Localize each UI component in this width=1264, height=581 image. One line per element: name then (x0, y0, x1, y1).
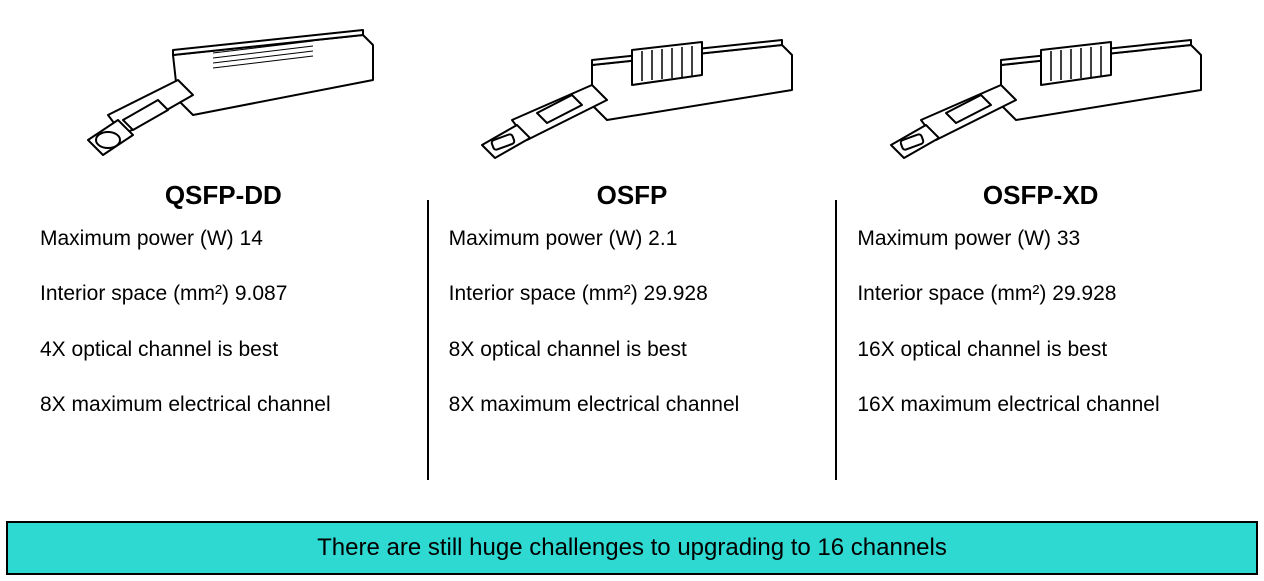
spec: Interior space (mm²) 29.928 (857, 280, 1224, 307)
spec: Maximum power (W) 14 (40, 225, 407, 252)
qsfp-dd-illustration (40, 20, 407, 180)
spec: 8X maximum electrical channel (449, 391, 816, 418)
title-osfp-xd: OSFP-XD (983, 180, 1099, 211)
column-osfp: OSFP Maximum power (W) 2.1 Interior spac… (429, 20, 836, 480)
column-osfp-xd: OSFP-XD Maximum power (W) 33 Interior sp… (837, 20, 1244, 480)
spec: 8X maximum electrical channel (40, 391, 407, 418)
title-osfp: OSFP (597, 180, 668, 211)
spec: 4X optical channel is best (40, 336, 407, 363)
challenge-banner: There are still huge challenges to upgra… (6, 521, 1258, 575)
comparison-columns: QSFP-DD Maximum power (W) 14 Interior sp… (0, 0, 1264, 480)
banner-text: There are still huge challenges to upgra… (317, 534, 947, 562)
spec: 8X optical channel is best (449, 336, 816, 363)
spec: Maximum power (W) 33 (857, 225, 1224, 252)
spec: 16X maximum electrical channel (857, 391, 1224, 418)
osfp-xd-illustration (857, 20, 1224, 180)
osfp-illustration (449, 20, 816, 180)
spec: Interior space (mm²) 9.087 (40, 280, 407, 307)
spec: Interior space (mm²) 29.928 (449, 280, 816, 307)
spec: 16X optical channel is best (857, 336, 1224, 363)
title-qsfp-dd: QSFP-DD (165, 180, 282, 211)
column-qsfp-dd: QSFP-DD Maximum power (W) 14 Interior sp… (20, 20, 427, 480)
spec: Maximum power (W) 2.1 (449, 225, 816, 252)
